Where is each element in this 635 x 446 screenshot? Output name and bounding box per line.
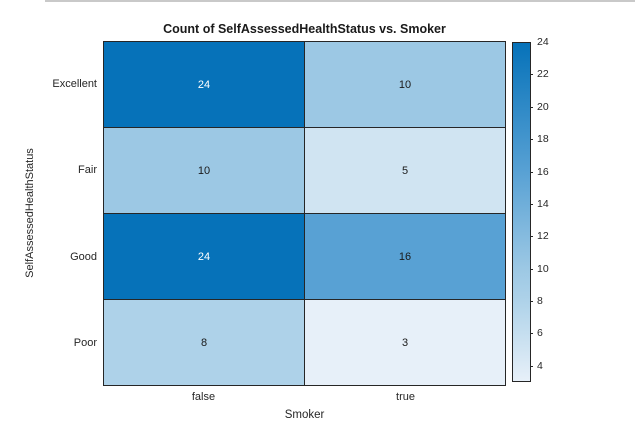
colorbar-tick-mark [530, 269, 533, 270]
colorbar-tick-label: 12 [537, 230, 549, 242]
y-tick-label-fair: Fair [78, 164, 97, 176]
heatmap-cell-fair-false: 10 [104, 128, 304, 213]
colorbar-tick-mark [530, 107, 533, 108]
colorbar-tick-label: 10 [537, 263, 549, 275]
chart-title: Count of SelfAssessedHealthStatus vs. Sm… [163, 22, 446, 36]
x-tick-label-false: false [191, 391, 216, 403]
colorbar-tick-label: 24 [537, 36, 549, 48]
colorbar-tick-label: 8 [537, 295, 543, 307]
colorbar-tick-mark [530, 333, 533, 334]
colorbar-tick-label: 6 [537, 327, 543, 339]
colorbar-tick-label: 20 [537, 101, 549, 113]
colorbar-tick-mark [530, 139, 533, 140]
colorbar-tick-mark [530, 172, 533, 173]
colorbar-tick-label: 18 [537, 133, 549, 145]
colorbar-tick-mark [530, 74, 533, 75]
heatmap-cell-poor-false: 8 [104, 300, 304, 385]
heatmap-cell-fair-true: 5 [305, 128, 505, 213]
heatmap-cell-good-true: 16 [305, 214, 505, 299]
heatmap-cell-excellent-false: 24 [104, 42, 304, 127]
heatmap-grid: 24 10 10 5 24 16 8 3 [103, 41, 506, 386]
heatmap-cell-poor-true: 3 [305, 300, 505, 385]
heatmap-cell-good-false: 24 [104, 214, 304, 299]
x-axis-label: Smoker [284, 409, 325, 421]
colorbar-tick-label: 16 [537, 166, 549, 178]
window-edge-line [45, 0, 635, 2]
colorbar [512, 42, 531, 382]
colorbar-tick-label: 22 [537, 68, 549, 80]
x-tick-label-true: true [396, 391, 415, 403]
y-tick-label-excellent: Excellent [52, 78, 97, 90]
y-tick-label-poor: Poor [73, 337, 97, 349]
colorbar-tick-mark [530, 204, 533, 205]
colorbar-tick-mark [530, 366, 533, 367]
colorbar-tick-label: 14 [537, 198, 549, 210]
colorbar-tick-mark [530, 236, 533, 237]
heatmap-cell-excellent-true: 10 [305, 42, 505, 127]
y-tick-label-good: Good [70, 251, 97, 263]
colorbar-tick-mark [530, 301, 533, 302]
colorbar-tick-label: 4 [537, 360, 543, 372]
